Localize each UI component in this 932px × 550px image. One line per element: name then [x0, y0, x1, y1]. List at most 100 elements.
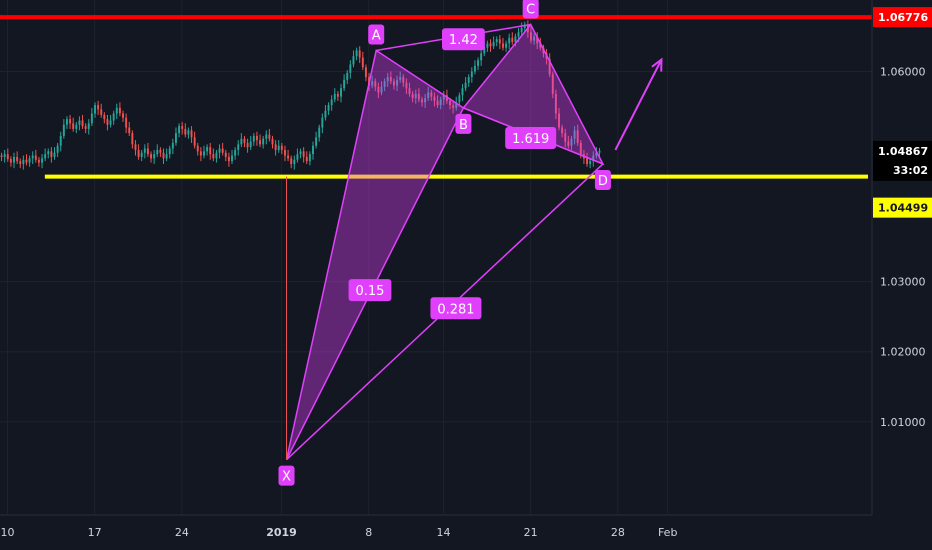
candle-body-165 [514, 36, 517, 43]
candle-body-62 [193, 137, 196, 146]
last-price-tag: 1.04867 [878, 145, 928, 158]
candle-body-164 [511, 37, 514, 43]
candle-body-117 [364, 67, 367, 78]
time-tick-4: 8 [365, 526, 372, 539]
candle-body-188 [586, 158, 589, 164]
candle-body-138 [430, 92, 433, 97]
candle-body-113 [352, 56, 355, 65]
point-label-x: X [282, 470, 291, 485]
candle-body-78 [243, 138, 246, 143]
candle-body-109 [340, 88, 342, 97]
candle-body-94 [293, 159, 296, 164]
time-axis[interactable]: 10 17 24 2019 8 14 21 28 Feb [0, 526, 677, 539]
price-tick-1: 1.02000 [880, 346, 926, 359]
ratio-label-box-1 [348, 279, 392, 302]
candle-body-44 [137, 149, 140, 157]
candle-body-4 [13, 156, 15, 163]
candle-body-18 [56, 145, 59, 153]
candle-body-86 [268, 134, 271, 139]
candle-body-15 [47, 151, 50, 155]
projection-arrow-line[interactable] [614, 59, 663, 151]
time-tick-7: 28 [611, 526, 625, 539]
candle-body-126 [392, 81, 395, 86]
candle-body-38 [118, 107, 121, 114]
candle-body-125 [389, 77, 392, 82]
candle-body-24 [75, 124, 78, 129]
candle-body-119 [371, 81, 374, 86]
candle-body-42 [131, 133, 134, 145]
price-axis[interactable]: 1.01000 1.02000 1.03000 1.06000 [880, 65, 926, 428]
candle-body-64 [199, 151, 202, 156]
candle-body-85 [265, 134, 268, 139]
point-label-b: B [459, 118, 468, 133]
candle-body-55 [171, 142, 174, 149]
candle-body-115 [358, 50, 361, 58]
point-label-box-b [455, 113, 472, 134]
candle-body-49 [153, 154, 156, 159]
candle-body-142 [442, 95, 445, 100]
time-tick-3: 2019 [266, 526, 297, 539]
candle-body-112 [349, 64, 352, 73]
time-axis-panel[interactable] [0, 515, 932, 550]
candle-body-111 [346, 72, 349, 80]
candle-body-6 [19, 161, 22, 164]
candle-body-75 [234, 149, 237, 156]
price-tick-3: 1.06000 [880, 65, 926, 78]
time-tick-0: 10 [0, 526, 14, 539]
time-tick-8: Feb [658, 526, 677, 539]
candle-body-28 [87, 123, 90, 129]
time-tick-1: 17 [88, 526, 102, 539]
candle-body-151 [470, 71, 473, 78]
candle-body-95 [296, 154, 299, 160]
price-axis-panel[interactable] [872, 0, 932, 515]
price-tick-2: 1.03000 [880, 276, 926, 289]
candle-body-1 [3, 154, 6, 157]
candle-body-37 [115, 107, 118, 114]
candle-body-61 [190, 130, 193, 138]
candle-body-145 [452, 105, 455, 108]
candle-body-11 [34, 155, 37, 160]
last-price-tag-box [873, 140, 932, 181]
candle-body-13 [41, 158, 44, 163]
ratio-label-box-3 [505, 127, 557, 150]
time-tick-2: 24 [175, 526, 189, 539]
time-tick-6: 21 [524, 526, 538, 539]
candle-body-10 [31, 155, 34, 159]
candle-body-56 [174, 133, 177, 143]
candle-body-46 [143, 148, 146, 153]
ratio-label-box-0 [442, 28, 485, 51]
candle-body-79 [246, 142, 249, 148]
candle-body-89 [277, 145, 280, 150]
candle-body-25 [78, 120, 81, 125]
candle-body-131 [408, 88, 411, 94]
candle-body-58 [181, 126, 184, 129]
candle-body-81 [252, 135, 255, 142]
harmonic-pattern[interactable]: X A B C D 1.42 0.15 0.281 1.619 [278, 0, 663, 486]
candle-body-71 [221, 148, 224, 153]
candle-body-19 [59, 135, 62, 146]
horizontal-lines[interactable] [0, 15, 872, 179]
candlestick-series [0, 20, 601, 170]
point-label-box-c [522, 0, 539, 19]
candle-body-190 [592, 155, 595, 162]
candle-body-135 [421, 99, 423, 103]
candle-body-105 [327, 105, 330, 111]
candle-body-48 [150, 154, 153, 159]
candle-body-87 [271, 138, 274, 145]
candle-body-143 [445, 95, 448, 101]
candle-body-59 [184, 128, 187, 135]
candle-body-146 [455, 102, 458, 108]
candle-body-22 [69, 119, 72, 124]
ratio-label-3: 1.619 [512, 132, 549, 147]
candle-body-27 [84, 126, 87, 129]
point-label-box-a [368, 24, 385, 45]
price-tick-0: 1.01000 [880, 416, 926, 429]
ratio-label-1: 0.15 [356, 284, 385, 299]
candle-body-2 [6, 154, 9, 160]
candle-body-39 [122, 113, 124, 118]
candle-body-141 [439, 99, 442, 106]
candle-body-26 [81, 120, 84, 127]
candle-body-88 [274, 144, 277, 150]
candle-body-182 [567, 141, 570, 146]
